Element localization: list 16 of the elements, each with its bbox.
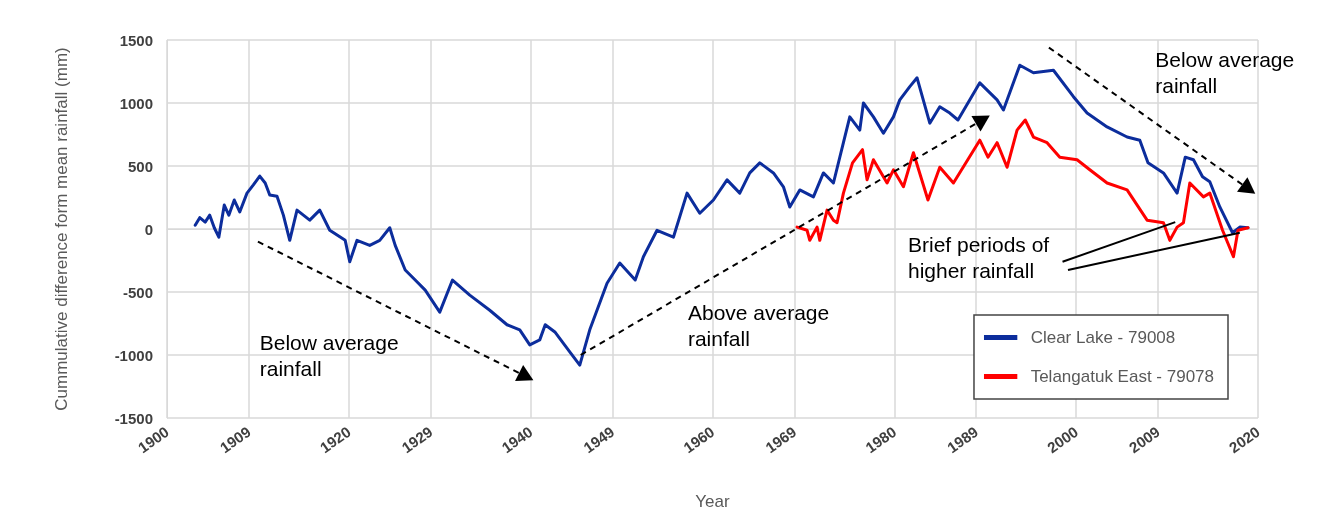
annotation: Brief periods of higher rainfall [907, 233, 1050, 283]
line-series [795, 118, 1250, 259]
y-axis-title: Cummulative difference form mean rainfall (mm) [51, 47, 71, 411]
annotation: Below average rainfall [259, 331, 399, 381]
y-tick-label: 500 [127, 157, 153, 175]
annotation: Below average rainfall [1155, 47, 1295, 97]
annotation: Above average rainfall [687, 301, 830, 351]
y-tick-label: -1000 [114, 346, 153, 364]
y-tick-label: 0 [144, 220, 153, 238]
x-axis-title: Year [695, 492, 731, 511]
y-tick-label: -500 [122, 283, 153, 301]
y-tick-label: -1500 [114, 409, 153, 427]
legend-label: Telangatuk East - 79078 [1030, 367, 1215, 386]
y-tick-label: 1500 [119, 31, 153, 49]
legend-label: Clear Lake - 79008 [1030, 328, 1176, 347]
y-tick-label: 1000 [119, 94, 153, 112]
